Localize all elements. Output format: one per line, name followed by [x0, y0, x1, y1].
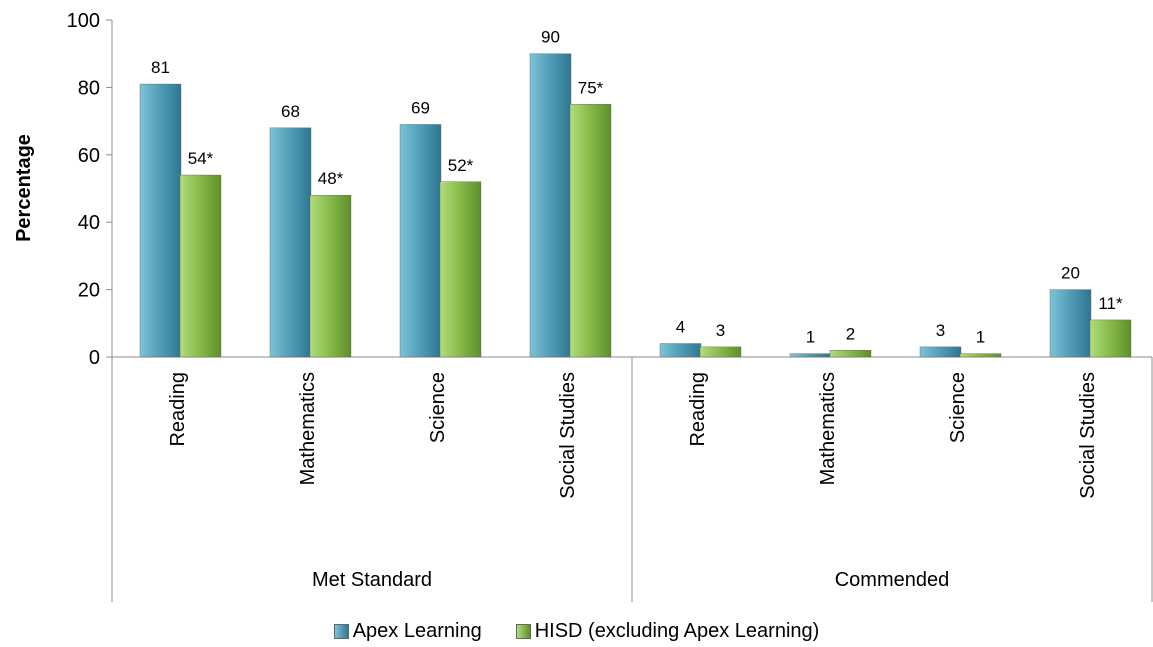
data-labels: 81 54* 68 48* 69 52* 90 75* 4 3 1 2 3 1 20 11*	[151, 28, 1123, 347]
y-tick-label: 80	[78, 77, 100, 99]
category-label: Mathematics	[297, 372, 319, 485]
bar-apex	[919, 346, 962, 358]
bar-hisd	[569, 104, 612, 358]
category-label: Science	[947, 372, 969, 443]
data-label: 69	[411, 98, 430, 117]
data-label: 48*	[318, 169, 344, 188]
y-tick-label: 0	[89, 347, 100, 369]
data-label: 75*	[578, 78, 604, 97]
category-label: Social Studies	[557, 372, 579, 499]
data-label: 3	[716, 321, 725, 340]
group-label: Commended	[835, 569, 950, 591]
data-label: 90	[541, 28, 560, 47]
legend: Apex Learning HISD (excluding Apex Learn…	[0, 618, 1153, 644]
data-label: 68	[281, 102, 300, 121]
category-label: Mathematics	[817, 372, 839, 485]
y-tick-label: 20	[78, 280, 100, 302]
bar-hisd	[829, 350, 872, 358]
data-label: 1	[976, 328, 985, 347]
data-label: 20	[1061, 264, 1080, 283]
bar-apex	[269, 127, 312, 358]
legend-item-hisd: HISD (excluding Apex Learning)	[515, 619, 820, 643]
category-label: Reading	[687, 372, 709, 447]
data-label: 54*	[188, 149, 214, 168]
y-tick-label: 100	[67, 10, 100, 32]
data-label: 3	[936, 321, 945, 340]
bars	[139, 53, 1132, 358]
bar-hisd	[439, 181, 482, 358]
y-tick-label: 60	[78, 145, 100, 167]
bar-apex	[789, 353, 832, 358]
bar-hisd	[959, 353, 1002, 358]
data-label: 52*	[448, 156, 474, 175]
category-label: Science	[427, 372, 449, 443]
bar-hisd	[1089, 319, 1132, 358]
bar-apex	[659, 343, 702, 358]
data-label: 1	[806, 328, 815, 347]
legend-swatch-hisd	[515, 623, 531, 639]
legend-label-apex: Apex Learning	[352, 619, 482, 642]
group-label: Met Standard	[312, 569, 432, 591]
y-axis-label: Percentage	[13, 134, 35, 242]
legend-item-apex: Apex Learning	[333, 619, 482, 643]
data-label: 81	[151, 58, 170, 77]
y-ticks: 0 20 40 60 80 100	[67, 10, 112, 369]
bar-hisd	[179, 174, 222, 358]
legend-label-hisd: HISD (excluding Apex Learning)	[534, 619, 820, 642]
data-label: 4	[676, 318, 685, 337]
bar-apex	[529, 53, 572, 358]
bar-hisd	[309, 195, 352, 358]
data-label: 11*	[1098, 294, 1123, 313]
bar-apex	[399, 124, 442, 358]
category-labels: Reading Mathematics Science Social Studies R…	[167, 372, 1099, 499]
category-label: Social Studies	[1077, 372, 1099, 499]
bar-apex	[139, 83, 182, 358]
legend-swatch-apex	[333, 623, 349, 639]
data-label: 2	[846, 324, 855, 343]
y-tick-label: 40	[78, 212, 100, 234]
category-label: Reading	[167, 372, 189, 447]
group-labels: Met Standard Commended	[312, 569, 949, 591]
bar-hisd	[699, 346, 742, 358]
axes	[111, 20, 1153, 602]
bar-apex	[1049, 289, 1092, 358]
